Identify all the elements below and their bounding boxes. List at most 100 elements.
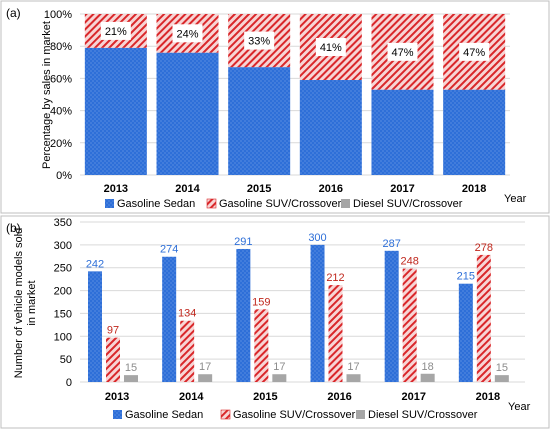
legend-b-suv-label: Gasoline SUV/Crossover <box>233 409 356 421</box>
panel-b-xtick-label: 2013 <box>105 391 129 403</box>
panel-b-data-label-diesel: 18 <box>422 361 434 373</box>
panel-b-ytick-label: 150 <box>54 308 72 320</box>
panel-b-bar-sedan <box>236 248 251 382</box>
panel-a-ytick-label: 40% <box>50 106 72 118</box>
panel-b-plot: 0 50 100 150 200 250 300 350 242 97 15 2013 274 134 17… <box>54 217 525 403</box>
panel-b-data-label-sedan: 215 <box>457 271 475 283</box>
panel-a-xtick-label: 2017 <box>390 183 414 195</box>
panel-b-ytick-label: 100 <box>54 331 72 343</box>
panel-b-bar-sedan <box>88 271 102 382</box>
legend-a-diesel-swatch <box>341 199 350 208</box>
panel-b-bar-sedan <box>384 250 399 382</box>
panel-a-bar-sedan <box>84 47 147 176</box>
panel-b-ytick-label: 50 <box>60 354 72 366</box>
panel-b-xtick-label: 2014 <box>179 391 204 403</box>
panel-b-ylabel-line1: Number of vehicle models sold <box>13 228 25 378</box>
panel-b-data-label-suv: 212 <box>326 272 344 284</box>
legend-b-sedan-swatch <box>113 410 122 419</box>
panel-b-bar-suv <box>328 285 343 382</box>
panel-b-data-label-suv: 134 <box>178 308 196 320</box>
panel-b-xlabel: Year <box>508 401 531 413</box>
panel-b-bar-suv <box>476 254 491 382</box>
panel-b-ylabel-line2: in market <box>26 280 38 325</box>
panel-a-legend: Gasoline Sedan Gasoline SUV/Crossover Di… <box>105 198 463 210</box>
legend-b-diesel-swatch <box>356 410 365 419</box>
panel-b-data-label-suv: 278 <box>475 242 493 254</box>
panel-b-data-label-suv: 159 <box>252 296 270 308</box>
panel-a-data-label-box <box>387 42 418 61</box>
panel-b-bar-suv <box>254 309 269 382</box>
legend-a-suv-swatch <box>206 198 217 209</box>
panel-b-data-label-diesel: 15 <box>125 362 137 374</box>
panel-b-ytick-label: 200 <box>54 286 72 298</box>
panel-b-data-label-sedan: 291 <box>234 236 252 248</box>
panel-a-bar-sedan <box>299 80 362 175</box>
panel-a-ytick-label: 0% <box>56 170 72 182</box>
legend-a-sedan-label: Gasoline Sedan <box>117 198 195 210</box>
panel-a-xtick-label: 2014 <box>175 183 200 195</box>
panel-b-xtick-label: 2015 <box>253 391 277 403</box>
panel-b-data-label-sedan: 274 <box>160 244 178 256</box>
panel-a-bar-sedan <box>443 89 506 175</box>
panel-a-xtick-label: 2018 <box>462 183 486 195</box>
legend-a-sedan-swatch <box>105 199 114 208</box>
panel-b-bar-diesel <box>124 375 138 382</box>
panel-b-bar-suv <box>180 320 195 382</box>
panel-a-xtick-label: 2013 <box>104 183 128 195</box>
panel-b-frame <box>0 215 550 429</box>
panel-a-data-label: 41% <box>320 42 342 54</box>
panel-b-xtick-label: 2017 <box>402 391 426 403</box>
panel-b-data-label-suv: 248 <box>400 256 418 268</box>
panel-a-plot: 0% 20% 40% 60% 80% 100% 21% 2013 24% 2014 33% 2015 4… <box>44 9 510 195</box>
panel-a-data-label-box <box>315 38 346 57</box>
legend-b-sedan-label: Gasoline Sedan <box>125 409 203 421</box>
legend-a-suv-label: Gasoline SUV/Crossover <box>219 198 342 210</box>
panel-b-bar-diesel <box>420 373 435 382</box>
panel-b-ytick-label: 300 <box>54 240 72 252</box>
legend-b-suv-swatch <box>220 409 231 420</box>
panel-b-bar-sedan <box>310 244 325 382</box>
panel-b-bar-sedan <box>162 256 177 382</box>
panel-b-bar-suv <box>106 337 120 382</box>
panel-b-ytick-label: 250 <box>54 263 72 275</box>
panel-b-xtick-label: 2016 <box>327 391 351 403</box>
panel-b-bar-diesel <box>346 374 361 382</box>
panel-b-legend: Gasoline Sedan Gasoline SUV/Crossover Di… <box>113 409 478 421</box>
legend-b-diesel-label: Diesel SUV/Crossover <box>368 409 478 421</box>
panel-a-bar-sedan <box>156 52 219 175</box>
panel-b-data-label-suv: 97 <box>107 325 119 337</box>
panel-b-ytick-label: 0 <box>66 377 72 389</box>
panel-a-data-label: 24% <box>176 28 198 40</box>
panel-b-data-label-diesel: 17 <box>273 361 285 373</box>
legend-a-diesel-label: Diesel SUV/Crossover <box>353 198 463 210</box>
panel-a-ytick-label: 100% <box>44 9 72 21</box>
panel-b-bar-sedan <box>458 283 473 382</box>
panel-b-bar-diesel <box>198 374 213 382</box>
panel-a-xlabel: Year <box>504 193 527 205</box>
panel-a-data-label-box <box>100 21 131 40</box>
panel-a-frame <box>0 0 550 214</box>
panel-b-data-label-sedan: 300 <box>308 232 326 244</box>
panel-a-data-label-box <box>459 42 490 61</box>
panel-a-data-label: 47% <box>463 47 485 59</box>
panel-b-bar-diesel <box>494 375 509 382</box>
panel-b-tag: (b) <box>6 221 21 235</box>
panel-a-data-label: 21% <box>105 26 127 38</box>
panel-a-data-label: 33% <box>248 36 270 48</box>
panel-a-bar-sedan <box>371 89 434 175</box>
panel-a-xtick-label: 2016 <box>319 183 343 195</box>
panel-b-bar-suv <box>402 268 417 382</box>
panel-a-ytick-label: 80% <box>50 41 72 53</box>
panel-a-tag: (a) <box>6 6 21 20</box>
panel-b-data-label-sedan: 242 <box>86 258 104 270</box>
panel-b-ytick-label: 350 <box>54 217 72 229</box>
panel-a-ytick-label: 20% <box>50 138 72 150</box>
panel-a-ytick-label: 60% <box>50 73 72 85</box>
panel-a-ylabel: Percentage by sales in market <box>41 21 53 169</box>
panel-a-bar-sedan <box>228 67 291 175</box>
panel-a-data-label-box <box>244 31 275 50</box>
panel-b-data-label-diesel: 17 <box>347 361 359 373</box>
panel-a-xtick-label: 2015 <box>247 183 271 195</box>
panel-b-bar-diesel <box>272 374 287 382</box>
